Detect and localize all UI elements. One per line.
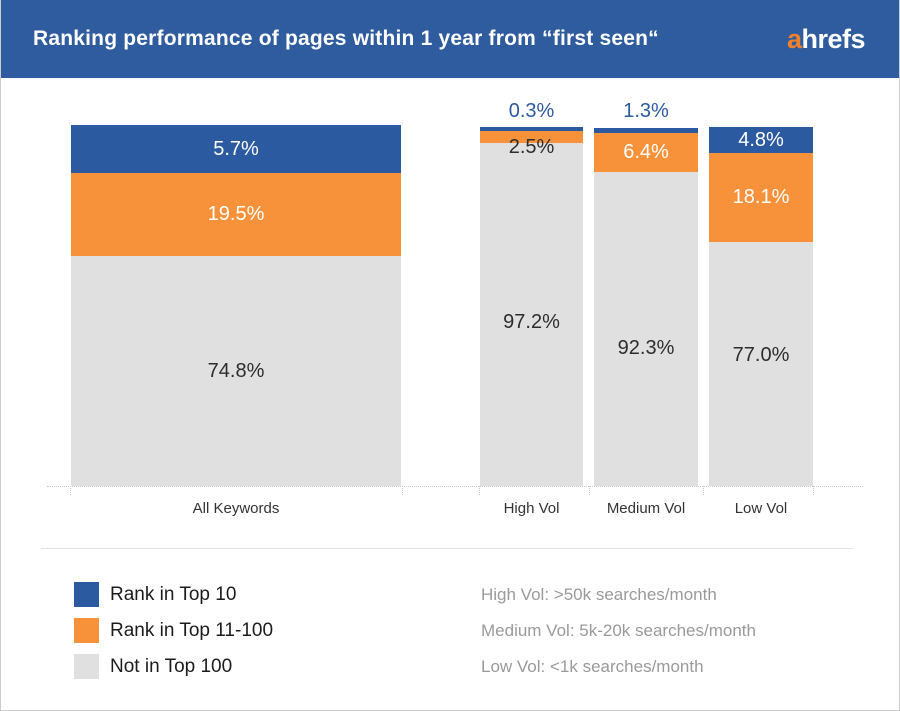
logo-rest: hrefs [801,23,865,54]
value-label-top10-above: 1.3% [623,100,669,122]
header: Ranking performance of pages within 1 ye… [1,0,899,78]
axis-tick [70,486,71,495]
bar-all-keywords: 5.7% 19.5% 74.8% [71,0,401,710]
value-label-not-top100: 77.0% [732,344,790,366]
value-label-not-top100: 92.3% [617,337,675,359]
x-axis-baseline [47,486,863,487]
segment-not-top100 [709,242,813,486]
segment-rank-top11-100: 18.1% [709,153,813,242]
volume-notes: High Vol: >50k searches/month Medium Vol… [481,582,756,690]
bar-medium-vol: 1.3% 6.4% 92.3% [594,0,698,710]
note-high-vol: High Vol: >50k searches/month [481,585,717,604]
legend-item-not-top100: Not in Top 100 [74,654,273,679]
note-medium-vol: Medium Vol: 5k-20k searches/month [481,621,756,640]
legend-label: Not in Top 100 [110,656,233,677]
logo-letter-a: a [786,23,802,54]
legend-item-rank-top11-100: Rank in Top 11-100 [74,618,273,643]
axis-tick [703,486,704,495]
category-label-low-vol: Low Vol [734,500,788,517]
segment-rank-top11-100: 6.4% [594,133,698,172]
value-label-top10-above: 0.3% [508,100,555,122]
segment-not-top100 [594,172,698,486]
segment-rank-top10 [594,128,698,133]
legend-label: Rank in Top 11-100 [110,620,274,641]
bar-high-vol: 0.3% 2.5% 97.2% [480,0,583,710]
value-label-top11-100: 19.5% [207,203,265,225]
category-label-high-vol: High Vol [503,500,560,517]
segment-not-top100 [480,143,583,486]
legend-label: Rank in Top 10 [110,584,237,605]
value-label-top11-100: 18.1% [732,186,790,208]
segment-rank-top11-100: 19.5% [71,173,401,256]
value-label-top10: 5.7% [213,137,259,160]
axis-tick [402,486,403,495]
value-label-top10: 4.8% [738,128,784,151]
value-label-not-top100: 74.8% [207,360,265,382]
value-label-top11-100: 6.4% [623,141,669,163]
note-low-vol: Low Vol: <1k searches/month [481,657,704,676]
legend-swatch-orange [74,618,99,643]
segment-rank-top10: 4.8% [709,127,813,153]
segment-not-top100 [71,256,401,486]
legend-swatch-gray [74,654,99,679]
segment-rank-top10: 5.7% [71,125,401,173]
legend-swatch-blue [74,582,99,607]
separator-line [41,548,853,549]
segment-rank-top11-100 [480,131,583,143]
ahrefs-logo: ahrefs [786,23,866,55]
chart-title: Ranking performance of pages within 1 ye… [33,27,659,50]
legend-item-rank-top10: Rank in Top 10 [74,582,273,607]
segment-rank-top10 [480,127,583,131]
category-label-all-keywords: All Keywords [192,500,280,517]
legend: Rank in Top 10 Rank in Top 11-100 Not in… [74,582,273,690]
category-label-medium-vol: Medium Vol [606,500,686,517]
axis-tick [813,486,814,495]
axis-tick [479,486,480,495]
bar-low-vol: 4.8% 18.1% 77.0% [709,0,813,710]
value-label-top11-100: 2.5% [508,136,555,158]
value-label-not-top100: 97.2% [503,311,560,333]
axis-tick [589,486,590,495]
